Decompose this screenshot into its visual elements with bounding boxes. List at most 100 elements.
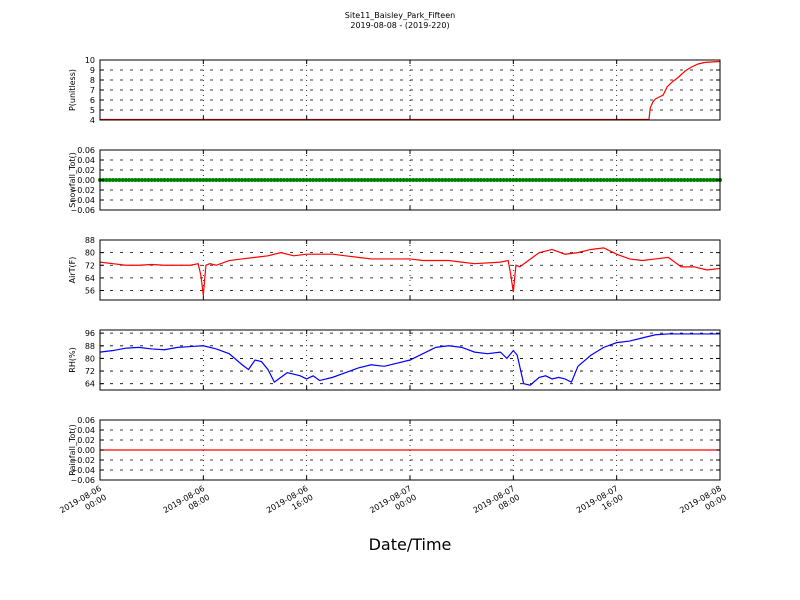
data-point <box>514 178 519 182</box>
data-point <box>659 178 664 182</box>
data-point <box>401 178 406 182</box>
y-tick-label: 9 <box>90 66 95 75</box>
x-tick-label: 2019-08-0700:00 <box>368 484 418 524</box>
data-point <box>198 178 203 182</box>
data-point <box>298 178 303 182</box>
data-point <box>669 178 674 182</box>
data-point <box>259 178 264 182</box>
data-point <box>653 178 658 182</box>
y-tick-label: −0.02 <box>70 186 95 195</box>
data-point <box>240 178 245 182</box>
data-point <box>482 178 487 182</box>
data-point <box>375 178 380 182</box>
data-point <box>330 178 335 182</box>
data-point <box>634 178 639 182</box>
figure-subtitle: 2019-08-08 - (2019-220) <box>350 21 450 30</box>
x-tick-label: 2019-08-0708:00 <box>472 484 522 524</box>
y-tick-label: 10 <box>85 56 95 65</box>
data-point <box>301 178 306 182</box>
data-point <box>165 178 170 182</box>
data-point <box>637 178 642 182</box>
data-point <box>136 178 141 182</box>
y-axis-label: RH(%) <box>68 347 77 372</box>
data-point <box>456 178 461 182</box>
data-point <box>608 178 613 182</box>
data-point <box>708 178 713 182</box>
data-point <box>614 178 619 182</box>
data-point <box>624 178 629 182</box>
data-point <box>466 178 471 182</box>
data-point <box>527 178 532 182</box>
data-point <box>356 178 361 182</box>
data-point <box>185 178 190 182</box>
data-point <box>104 178 109 182</box>
data-point <box>488 178 493 182</box>
data-point <box>311 178 316 182</box>
data-point <box>411 178 416 182</box>
data-point <box>437 178 442 182</box>
data-point <box>556 178 561 182</box>
data-point <box>275 178 280 182</box>
data-point <box>230 178 235 182</box>
data-point <box>214 178 219 182</box>
data-point <box>353 178 358 182</box>
y-axis-label: Snowfall_Tot() <box>68 152 77 208</box>
data-point <box>579 178 584 182</box>
data-point <box>688 178 693 182</box>
data-point <box>453 178 458 182</box>
data-point <box>617 178 622 182</box>
data-point <box>278 178 283 182</box>
data-point <box>404 178 409 182</box>
data-point <box>256 178 261 182</box>
data-point <box>191 178 196 182</box>
data-point <box>621 178 626 182</box>
y-tick-label: 5 <box>90 106 95 115</box>
data-point <box>362 178 367 182</box>
data-point <box>485 178 490 182</box>
x-tick-label: 2019-08-0608:00 <box>162 484 212 524</box>
x-tick-label: 2019-08-0800:00 <box>678 484 728 524</box>
data-point <box>449 178 454 182</box>
data-point <box>107 178 112 182</box>
data-point <box>110 178 115 182</box>
data-point <box>181 178 186 182</box>
panel-3: 56 64 72 80 88 AirT(F) <box>68 236 721 301</box>
data-point <box>498 178 503 182</box>
data-point <box>349 178 354 182</box>
y-tick-label: 0.00 <box>77 176 95 185</box>
x-tick-label: 2019-08-0716:00 <box>575 484 625 524</box>
data-point <box>249 178 254 182</box>
data-point <box>417 178 422 182</box>
data-point <box>143 178 148 182</box>
data-point <box>679 178 684 182</box>
data-point <box>395 178 400 182</box>
data-point <box>188 178 193 182</box>
data-point <box>479 178 484 182</box>
data-point <box>575 178 580 182</box>
data-point <box>598 178 603 182</box>
y-tick-label: 88 <box>85 236 95 245</box>
data-point <box>508 178 513 182</box>
data-point <box>563 178 567 182</box>
y-axis-label: Rainfall_Tot() <box>68 424 77 476</box>
data-point <box>553 178 558 182</box>
data-point <box>698 178 703 182</box>
y-tick-label: 6 <box>90 96 95 105</box>
series-line <box>99 247 721 296</box>
data-point <box>391 178 396 182</box>
data-point <box>333 178 338 182</box>
panel-5: −0.06−0.04−0.020.000.020.040.06Rainfall_… <box>68 416 721 485</box>
data-point <box>550 178 555 182</box>
y-tick-label: 0.02 <box>77 166 95 175</box>
data-point <box>627 178 632 182</box>
data-point <box>317 178 322 182</box>
data-point <box>695 178 700 182</box>
data-point <box>372 178 377 182</box>
data-point <box>524 178 529 182</box>
data-point <box>133 178 138 182</box>
data-point <box>146 178 151 182</box>
data-point <box>243 178 248 182</box>
data-point <box>343 178 348 182</box>
